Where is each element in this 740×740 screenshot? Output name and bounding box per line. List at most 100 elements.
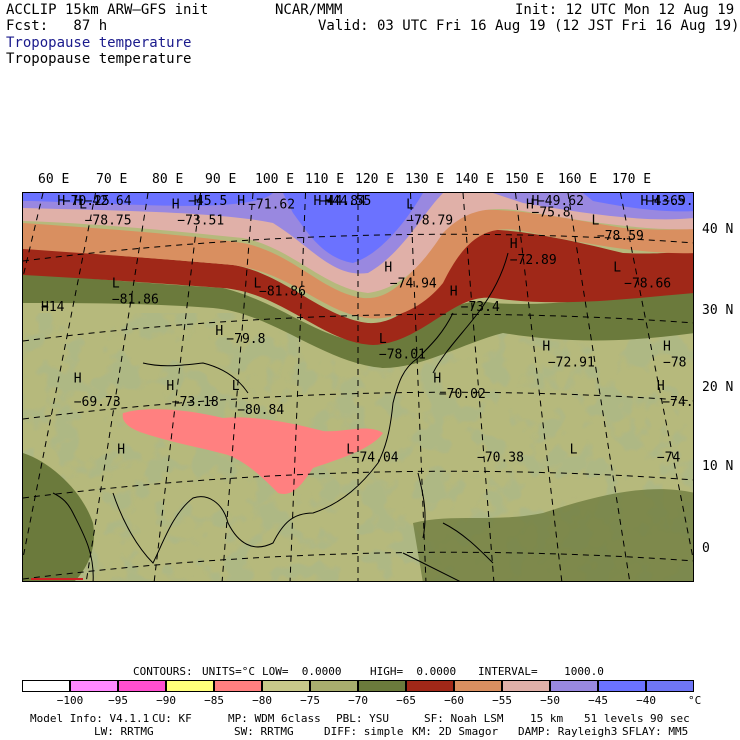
extremum-value: −49.62: [537, 194, 584, 209]
field-name: Tropopause temperature: [6, 51, 192, 67]
extremum-value: −69.73: [74, 395, 121, 410]
contours-label: CONTOURS:: [133, 665, 193, 678]
high-marker: H: [215, 324, 223, 339]
colorbar-tick-label: −75: [300, 694, 320, 707]
model-title: ACCLIP 15km ARW–GFS init: [6, 2, 209, 18]
colorbar-unit: °C: [688, 694, 702, 707]
extremum-value: −81.86: [259, 284, 306, 299]
longitude-label: 170 E: [612, 172, 652, 187]
meridian-line: [620, 193, 693, 561]
colorbar-swatch: [454, 680, 502, 692]
longitude-label: 100 E: [255, 172, 295, 187]
low-marker: L: [232, 379, 240, 394]
colorbar-tick-label: −85: [204, 694, 224, 707]
extremum-value: −79.8: [226, 332, 265, 347]
extremum-value: −78: [663, 356, 686, 371]
high-marker: H: [324, 194, 332, 209]
init-time: Init: 12 UTC Mon 12 Aug 19: [515, 2, 735, 18]
colorbar-tick-label: −90: [156, 694, 176, 707]
high-marker: H: [172, 198, 180, 213]
colorbar-swatch: [310, 680, 358, 692]
extremum-value: −78.75: [85, 213, 132, 228]
graticule-lines: [23, 193, 693, 581]
high-marker: H: [657, 379, 665, 394]
extremum-value: −70.02: [439, 387, 486, 402]
colorbar-tick-label: −50: [540, 694, 560, 707]
high-marker: H: [651, 194, 659, 209]
high-marker: H: [532, 194, 540, 209]
model-info-item: PBL: YSU: [336, 712, 389, 725]
model-info-item: Model Info: V4.1.1: [30, 712, 150, 725]
colorbar-tick-label: −100: [56, 694, 84, 707]
colorbar-swatch: [598, 680, 646, 692]
longitude-label: 140 E: [455, 172, 495, 187]
latitude-label: 0: [702, 541, 710, 556]
model-info-item: MP: WDM 6class: [228, 712, 321, 725]
forecast-hour: Fcst: 87 h: [6, 18, 108, 34]
extremum-value: −73.4: [461, 300, 500, 315]
high-marker: H: [237, 194, 245, 209]
meridian-line: [567, 193, 631, 581]
high-marker: H: [510, 237, 518, 252]
extremum-value: −45.5: [188, 194, 227, 209]
high-marker: H: [542, 340, 550, 355]
orange-band: [23, 209, 693, 319]
extremum-value: −14: [41, 300, 65, 315]
high-marker: H: [117, 442, 125, 457]
latitude-label: 10 N: [702, 459, 734, 474]
extremum-value: −74: [657, 450, 681, 465]
longitude-label: 110 E: [305, 172, 345, 187]
colorbar-swatch: [262, 680, 310, 692]
model-info-item: SW: RRTMG: [234, 725, 294, 738]
model-info-item: SFLAY: MM5: [622, 725, 689, 738]
longitude-label: 150 E: [505, 172, 545, 187]
extremum-value: −72.89: [510, 253, 557, 268]
high-marker: H: [74, 371, 82, 386]
high-marker: H: [663, 340, 671, 355]
high-marker: H: [384, 261, 392, 276]
extremum-value: −44.84: [319, 194, 366, 209]
high-marker: H: [41, 300, 49, 315]
low-marker: L: [570, 442, 578, 457]
low-marker: L: [112, 277, 120, 292]
low-marker: L: [346, 442, 354, 457]
colorbar-swatch: [406, 680, 454, 692]
colorbar-tick-label: −80: [252, 694, 272, 707]
high-marker: H: [74, 194, 82, 209]
extremum-value: −78.79: [406, 213, 453, 228]
model-info-item: DAMP: Rayleigh3: [518, 725, 618, 738]
colorbar-tick-label: −70: [348, 694, 368, 707]
low-label: LOW= 0.0000: [262, 665, 342, 678]
extrema-labels: H −42.64 H−45.5 H−44.55H−44.84 H−49.62 H−43.5…: [41, 194, 693, 465]
olive-southeast: [413, 489, 693, 581]
meridian-line: [85, 193, 149, 581]
colorbar-swatch: [646, 680, 694, 692]
blue-area-east: [583, 193, 693, 212]
longitude-label: 60 E: [38, 172, 70, 187]
colorbar-swatch: [550, 680, 598, 692]
colorbar-tick-label: −65: [396, 694, 416, 707]
salmon-cold-region: [122, 409, 383, 494]
high-marker: H: [314, 194, 322, 209]
center-name: NCAR/MMM: [275, 2, 343, 18]
colorbar-tick-label: −40: [636, 694, 656, 707]
extremum-value: −78.01: [379, 348, 426, 363]
meridian-line: [23, 193, 96, 561]
colorbar-tick-label: −55: [492, 694, 512, 707]
model-info-item: 51 levels: [584, 712, 644, 725]
model-info-item: DIFF: simple: [324, 725, 404, 738]
extremum-value: −42.64: [85, 194, 132, 209]
high-marker: H: [194, 194, 202, 209]
low-marker: L: [613, 261, 621, 276]
model-info-item: 15 km: [530, 712, 564, 725]
colorbar-tick-label: −60: [444, 694, 464, 707]
colorbar-swatch: [358, 680, 406, 692]
longitude-label: 70 E: [96, 172, 128, 187]
colorbar-swatch: [118, 680, 166, 692]
extremum-value: −71.62: [248, 198, 295, 213]
extremum-value: −81.86: [112, 292, 159, 307]
extremum-value: −43.5: [646, 194, 685, 209]
colorbar-swatch: [70, 680, 118, 692]
extremum-value: −80.84: [237, 403, 284, 418]
high-marker: H: [450, 284, 458, 299]
